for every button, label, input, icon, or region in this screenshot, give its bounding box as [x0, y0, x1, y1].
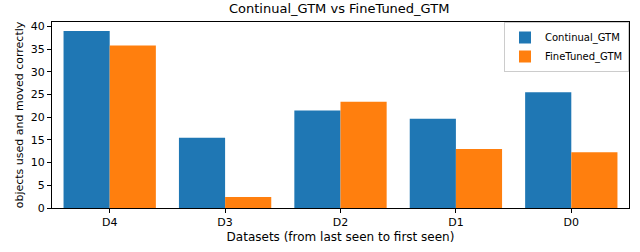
svg-text:D3: D3	[217, 216, 232, 229]
svg-text:D0: D0	[564, 216, 579, 229]
svg-text:D1: D1	[448, 216, 463, 229]
svg-text:Datasets (from last seen to fi: Datasets (from last seen to first seen)	[227, 230, 455, 244]
svg-text:40: 40	[31, 20, 45, 33]
svg-text:0: 0	[38, 202, 45, 215]
svg-text:D4: D4	[102, 216, 117, 229]
svg-text:Continual_GTM vs FineTuned_GTM: Continual_GTM vs FineTuned_GTM	[229, 1, 449, 16]
svg-text:objects used and moved correct: objects used and moved correctly	[13, 21, 26, 208]
svg-text:30: 30	[31, 66, 45, 79]
svg-text:25: 25	[31, 88, 45, 101]
svg-text:Continual_GTM: Continual_GTM	[545, 32, 620, 44]
svg-text:FineTuned_GTM: FineTuned_GTM	[545, 51, 622, 63]
svg-text:5: 5	[38, 179, 45, 192]
svg-text:D2: D2	[333, 216, 348, 229]
svg-text:35: 35	[31, 43, 45, 56]
svg-text:10: 10	[31, 156, 45, 169]
svg-text:20: 20	[31, 111, 45, 124]
svg-text:15: 15	[31, 134, 45, 147]
